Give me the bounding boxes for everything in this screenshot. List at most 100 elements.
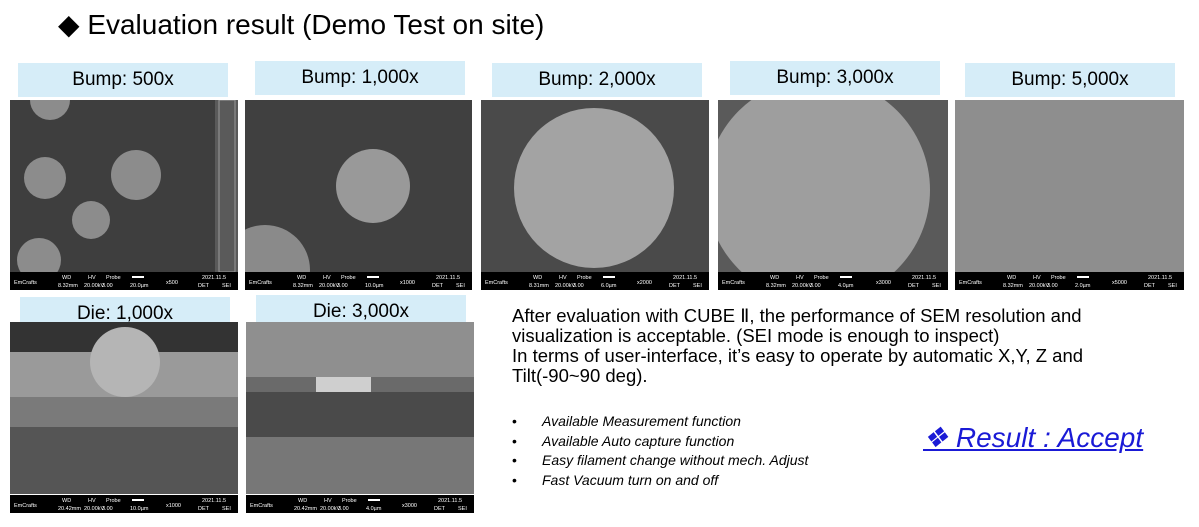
info-date: 2021.11.5 (202, 498, 226, 504)
info-header: HV (324, 498, 332, 504)
info-scale: 2.0µm (1075, 283, 1091, 289)
scale-bar (603, 276, 615, 278)
bullet-text: Easy filament change without mech. Adjus… (542, 452, 809, 468)
info-bar (10, 495, 238, 513)
info-detector: DET (434, 506, 446, 512)
image-shape (336, 149, 410, 223)
scale-bar (368, 499, 380, 501)
info-header: HV (559, 275, 567, 281)
info-value: 8.32mm (293, 283, 313, 289)
info-value: 8.32mm (766, 283, 786, 289)
bullet-text: Available Measurement function (542, 413, 741, 429)
info-bar (245, 272, 472, 290)
info-scale: 20.0µm (130, 283, 149, 289)
image-shape (90, 327, 160, 397)
info-date: 2021.11.5 (1148, 275, 1172, 281)
info-value: 3.00 (338, 506, 349, 512)
bullet-symbol: • (512, 413, 517, 429)
image-shape (215, 100, 238, 272)
info-scale: 10.0µm (130, 506, 149, 512)
info-mag: x2000 (637, 280, 652, 286)
summary-paragraph: After evaluation with CUBE Ⅱ, the perfor… (512, 305, 1082, 346)
info-value: 20.00kV (1029, 283, 1050, 289)
info-brand: EmCrafts (250, 503, 273, 509)
info-value: 8.32mm (58, 283, 78, 289)
info-bar (718, 272, 948, 290)
info-header: WD (770, 275, 779, 281)
image-shape (10, 397, 238, 427)
image-shape (514, 108, 674, 268)
info-value: 20.00kV (792, 283, 813, 289)
panel-label: Bump: 3,000x (730, 61, 940, 95)
scale-bar (132, 276, 144, 278)
info-mag: x500 (166, 280, 178, 286)
info-mode: SEI (693, 283, 702, 289)
info-mag: x1000 (400, 280, 415, 286)
summary-paragraph: In terms of user-interface, it’s easy to… (512, 345, 1084, 386)
image-shape (10, 427, 238, 494)
info-header: HV (796, 275, 804, 281)
info-header: HV (323, 275, 331, 281)
bullet-text: Fast Vacuum turn on and off (542, 471, 719, 488)
info-header: HV (1033, 275, 1041, 281)
slide-title: ◆ Evaluation result (Demo Test on site) (58, 9, 545, 40)
info-detector: DET (1144, 283, 1156, 289)
info-mag: x5000 (1112, 280, 1127, 286)
scale-bar (132, 499, 144, 501)
bullet-symbol: • (512, 452, 517, 468)
info-mode: SEI (1168, 283, 1177, 289)
info-value: 3.00 (1047, 283, 1058, 289)
info-value: 3.00 (102, 506, 113, 512)
info-scale: 10.0µm (365, 283, 384, 289)
bullet-symbol: • (512, 432, 517, 449)
info-value: 8.32mm (1003, 283, 1023, 289)
info-header: WD (297, 275, 306, 281)
panel-label: Bump: 1,000x (255, 61, 465, 95)
info-header: Probe (106, 275, 121, 281)
info-mode: SEI (458, 506, 467, 512)
info-header: HV (88, 275, 96, 281)
info-date: 2021.11.5 (673, 275, 697, 281)
info-header: Probe (577, 275, 592, 281)
info-scale: 6.0µm (601, 283, 617, 289)
info-scale: 4.0µm (366, 506, 382, 512)
info-mode: SEI (456, 283, 465, 289)
summary: After evaluation with CUBE Ⅱ, the perfor… (512, 306, 1152, 386)
info-header: WD (62, 498, 71, 504)
info-brand: EmCrafts (959, 280, 982, 286)
image-shape (111, 150, 161, 200)
panel-label: Bump: 500x (18, 63, 228, 97)
info-bar (955, 272, 1184, 290)
info-scale: 4.0µm (838, 283, 854, 289)
image-shape (30, 100, 70, 120)
info-value: 3.00 (337, 283, 348, 289)
panel-label: Bump: 2,000x (492, 63, 702, 97)
info-brand: EmCrafts (485, 280, 508, 286)
info-bar (246, 495, 474, 513)
result-link[interactable]: ❖ Result : Accept (923, 422, 1144, 453)
scale-bar (840, 276, 852, 278)
info-mode: SEI (222, 283, 231, 289)
info-value: 20.00kV (84, 283, 105, 289)
info-header: WD (298, 498, 307, 504)
info-bar (481, 272, 709, 290)
info-mag: x3000 (876, 280, 891, 286)
image-shape (246, 322, 474, 377)
info-header: WD (1007, 275, 1016, 281)
info-header: WD (533, 275, 542, 281)
info-value: 20.00kV (555, 283, 576, 289)
info-header: Probe (342, 498, 357, 504)
image-shape (246, 437, 474, 494)
info-header: Probe (106, 498, 121, 504)
info-mode: SEI (932, 283, 941, 289)
info-value: 3.00 (810, 283, 821, 289)
info-brand: EmCrafts (14, 280, 37, 286)
info-value: 3.00 (102, 283, 113, 289)
info-date: 2021.11.5 (436, 275, 460, 281)
